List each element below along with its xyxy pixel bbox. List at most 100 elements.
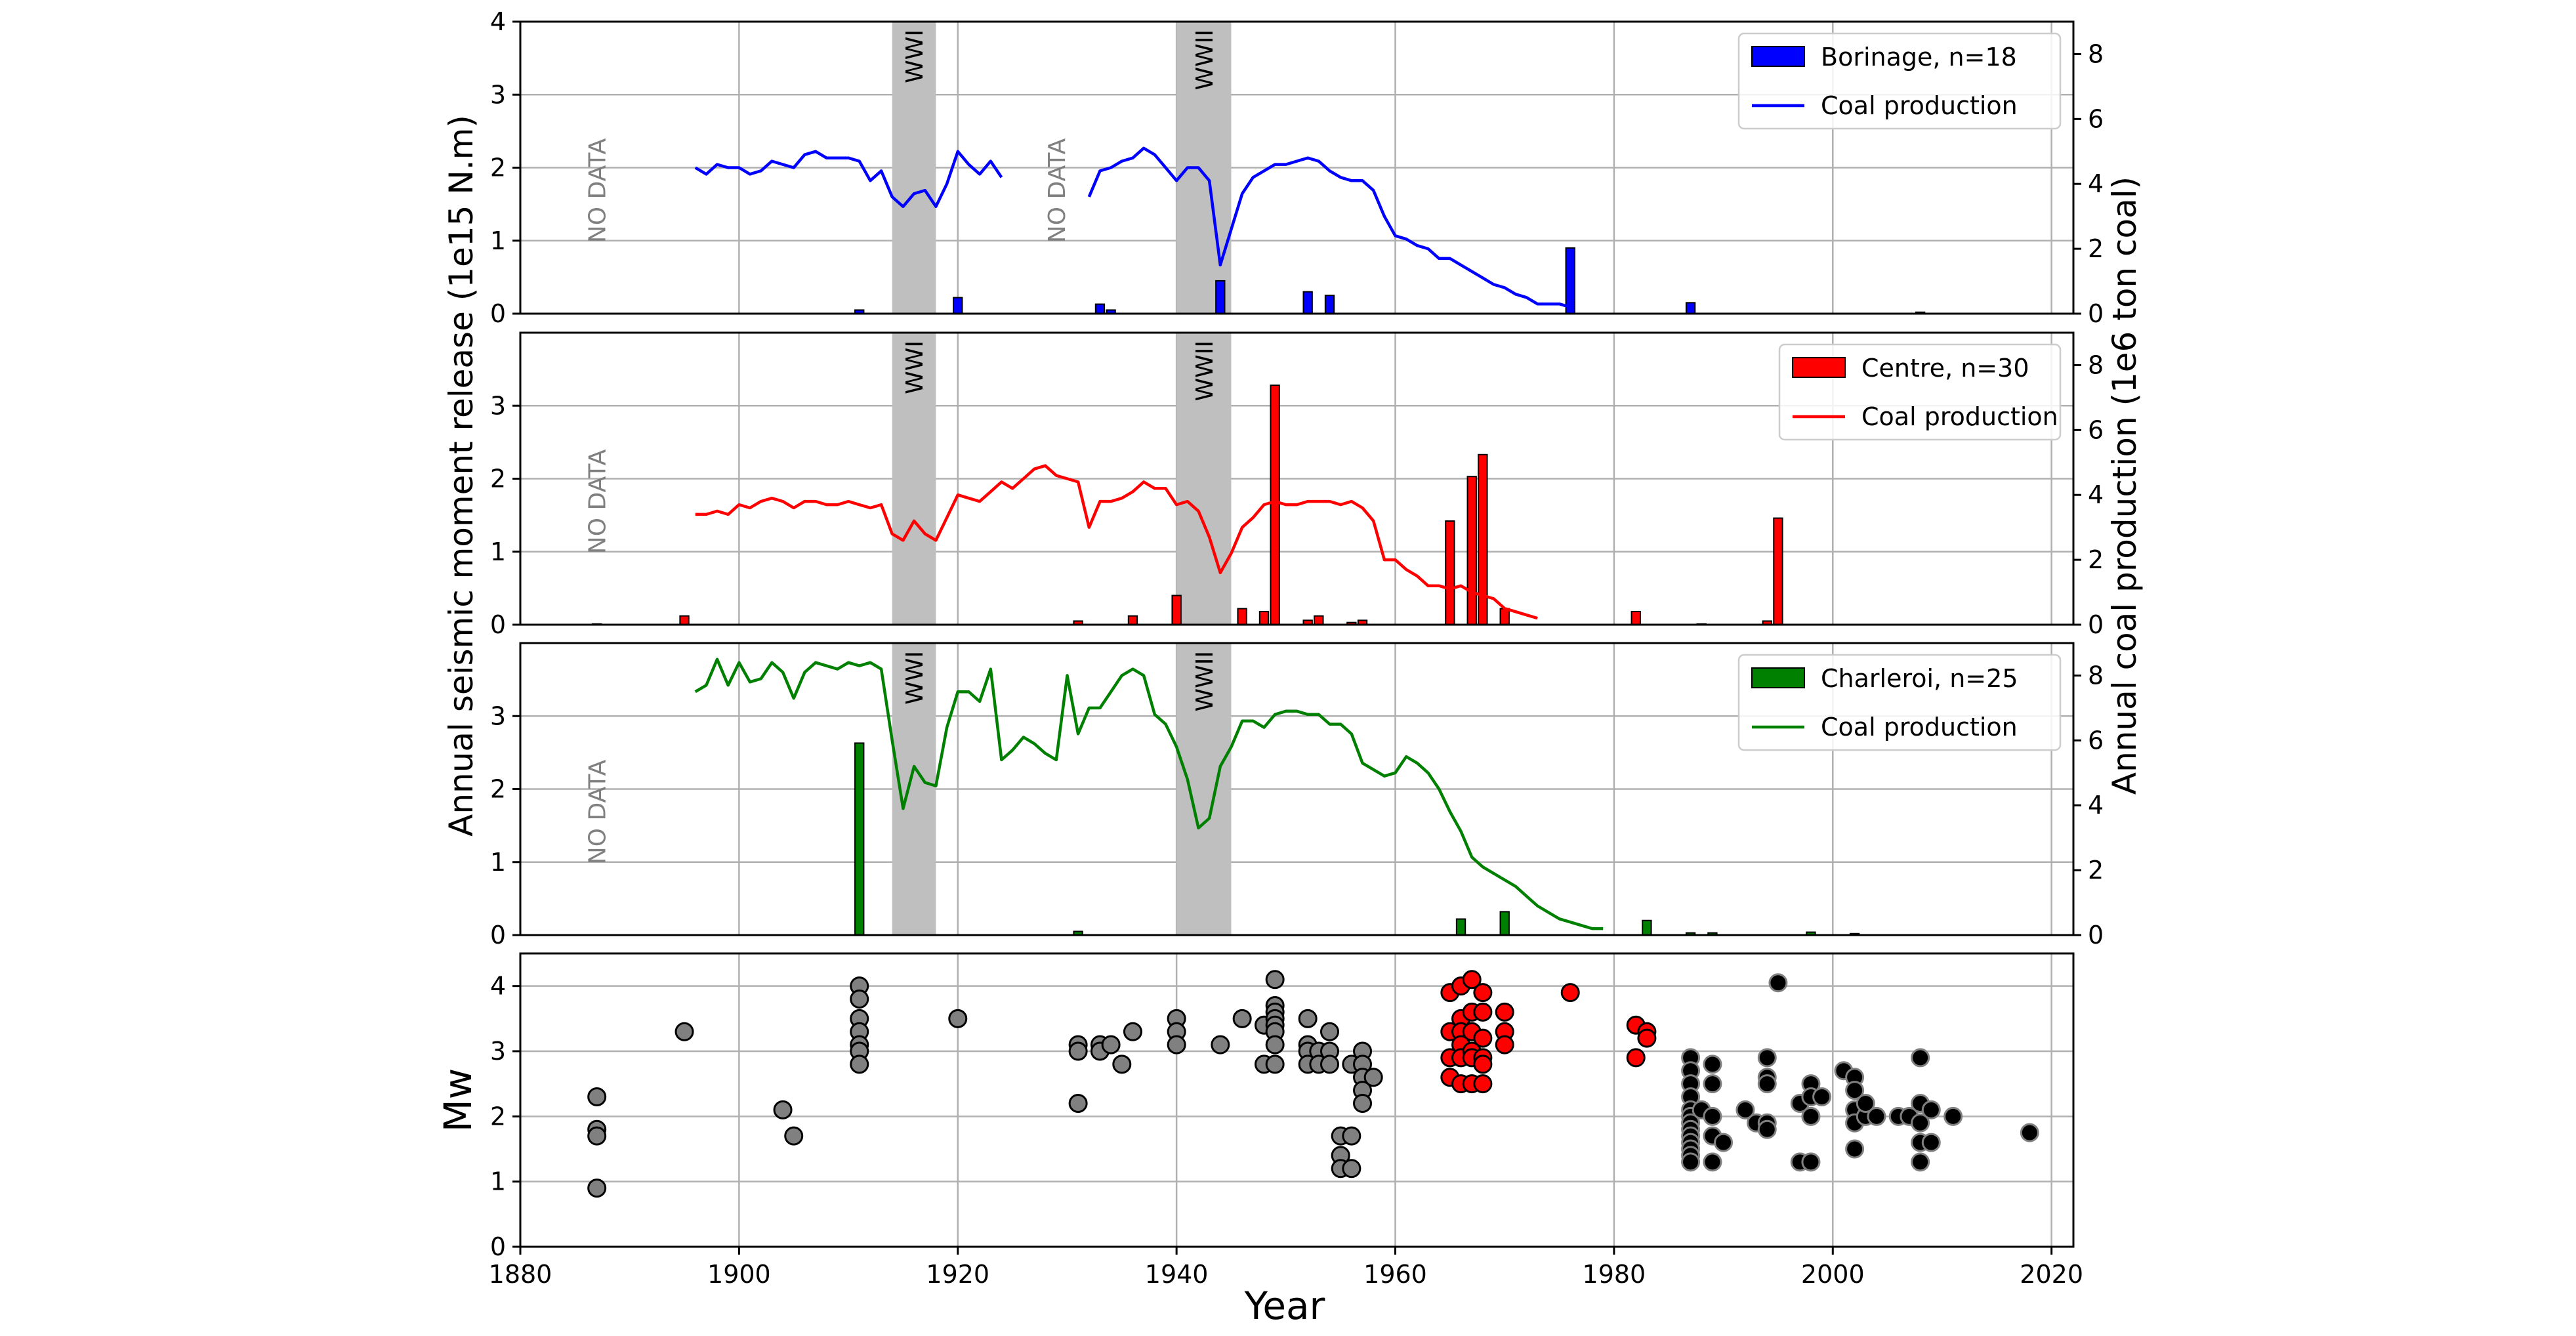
legend-label-events: Charleroi, n=25	[1821, 664, 2018, 693]
mw-point-black	[1703, 1152, 1722, 1172]
war-band-wwi	[892, 22, 936, 314]
mw-point-black	[1911, 1152, 1930, 1172]
mw-point-black	[2020, 1123, 2039, 1142]
left-axis-label: Annual seismic moment release (1e15 N.m)	[442, 115, 480, 837]
y-tick-label: 3	[490, 1037, 506, 1066]
mw-point-black	[1911, 1048, 1930, 1068]
bar-charleroi	[1642, 919, 1652, 935]
production-line-borinage	[694, 150, 1003, 209]
y-tick-label: 1	[490, 848, 506, 877]
mw-point-grey	[1068, 1041, 1088, 1061]
bar-borinage	[1565, 247, 1575, 314]
mw-point-grey	[784, 1126, 804, 1146]
bar-borinage	[1302, 291, 1313, 314]
mw-point-red	[1473, 1054, 1493, 1074]
legend-box	[1737, 654, 2062, 751]
bar-charleroi	[1499, 911, 1510, 935]
y-tick-label: 1	[490, 537, 506, 566]
x-tick-label: 1960	[1363, 1260, 1427, 1289]
bar-borinage	[953, 297, 963, 314]
mw-point-red	[1473, 1028, 1493, 1048]
y2-tick-label: 4	[2088, 791, 2104, 820]
mw-point-grey	[1112, 1054, 1132, 1074]
mw-point-grey	[1353, 1093, 1373, 1113]
bar-centre	[1499, 608, 1510, 625]
war-band-wwii	[1176, 643, 1232, 935]
mw-point-red	[1473, 983, 1493, 1003]
bar-centre	[1478, 453, 1488, 625]
mw-point-black	[1801, 1152, 1821, 1172]
bar-centre	[1445, 520, 1455, 625]
y2-tick-label: 6	[2088, 104, 2104, 133]
bar-centre	[1270, 385, 1280, 625]
war-label-wwi: WWI	[902, 651, 928, 705]
x-tick-label: 1940	[1145, 1260, 1209, 1289]
y-tick-label: 2	[490, 465, 506, 493]
war-band-wwi	[892, 333, 936, 625]
mw-point-grey	[850, 1054, 869, 1074]
bar-centre	[679, 615, 690, 625]
panel-centre: WWI WWII NO DATA 0 1 2 3 0 2 4 6 8 Centre, n=30 Coal …	[490, 331, 2104, 639]
legend-label-production: Coal production	[1821, 91, 2018, 120]
production-line-centre	[695, 464, 1538, 620]
y2-tick-label: 2	[2088, 234, 2104, 263]
mw-point-grey	[1363, 1068, 1383, 1087]
mw-point-red	[1495, 1035, 1514, 1054]
mw-point-red	[1626, 1048, 1646, 1068]
mw-point-grey	[850, 990, 869, 1009]
y2-tick-label: 0	[2088, 299, 2104, 328]
war-label-wwii: WWII	[1192, 651, 1218, 711]
y2-tick-label: 8	[2088, 39, 2104, 68]
bar-borinage	[1685, 302, 1696, 314]
mw-point-red	[1473, 1002, 1493, 1022]
legend-label-events: Centre, n=30	[1861, 354, 2029, 383]
y-tick-label: 3	[490, 80, 506, 109]
x-tick-label: 1880	[489, 1260, 552, 1289]
y-tick-label: 1	[490, 226, 506, 255]
x-tick-label: 2000	[1801, 1260, 1865, 1289]
panel-borinage: WWI WWII NO DATA NO DATA 0 1 2 3 4 0 2 4 6 8 Borinage,…	[490, 7, 2104, 328]
y2-tick-label: 2	[2088, 545, 2104, 574]
y-tick-label: 4	[490, 972, 506, 1001]
mw-point-black	[1735, 1100, 1755, 1119]
y-tick-label: 1	[490, 1167, 506, 1196]
mw-point-black	[1911, 1113, 1930, 1133]
x-tick-label: 2020	[2020, 1260, 2083, 1289]
mw-point-grey	[1232, 1009, 1252, 1028]
y-tick-label: 3	[490, 701, 506, 730]
bar-centre	[1773, 517, 1783, 625]
mw-point-black	[1921, 1100, 1941, 1119]
y-tick-label: 0	[490, 610, 506, 639]
mw-point-grey	[1068, 1093, 1088, 1113]
mw-point-grey	[773, 1100, 793, 1119]
mw-point-red	[1462, 970, 1482, 990]
mw-point-black	[1867, 1106, 1886, 1126]
y-tick-label: 2	[490, 775, 506, 804]
mw-point-red	[1473, 1074, 1493, 1094]
mw-point-grey	[587, 1179, 607, 1198]
y-tick-label: 4	[490, 7, 506, 36]
mw-point-black	[1921, 1133, 1941, 1152]
panel-mw: 0 1 2 3 4 1880 1900 1920 1940 1960 1980 2000 2020 Mw	[436, 952, 2083, 1289]
no-data-label: NO DATA	[585, 759, 612, 864]
x-tick-label: 1900	[707, 1260, 771, 1289]
bar-charleroi	[1455, 918, 1466, 935]
war-label-wwii: WWII	[1192, 341, 1218, 401]
war-label-wwi: WWI	[902, 341, 928, 394]
mw-point-grey	[1342, 1126, 1361, 1146]
mw-point-black	[1845, 1081, 1865, 1100]
mw-point-grey	[1167, 1035, 1186, 1054]
mw-point-black	[1812, 1087, 1832, 1107]
mw-point-grey	[1320, 1022, 1340, 1041]
mw-point-red	[1560, 983, 1580, 1003]
mw-point-grey	[1123, 1022, 1142, 1041]
mw-point-grey	[587, 1126, 607, 1146]
bar-centre	[1237, 608, 1247, 625]
y2-tick-label: 0	[2088, 921, 2104, 950]
mw-point-black	[1757, 1119, 1777, 1139]
y2-tick-label: 6	[2088, 415, 2104, 444]
mw-point-black	[1757, 1074, 1777, 1094]
mw-point-black	[1856, 1093, 1875, 1113]
mw-point-grey	[1101, 1035, 1121, 1054]
